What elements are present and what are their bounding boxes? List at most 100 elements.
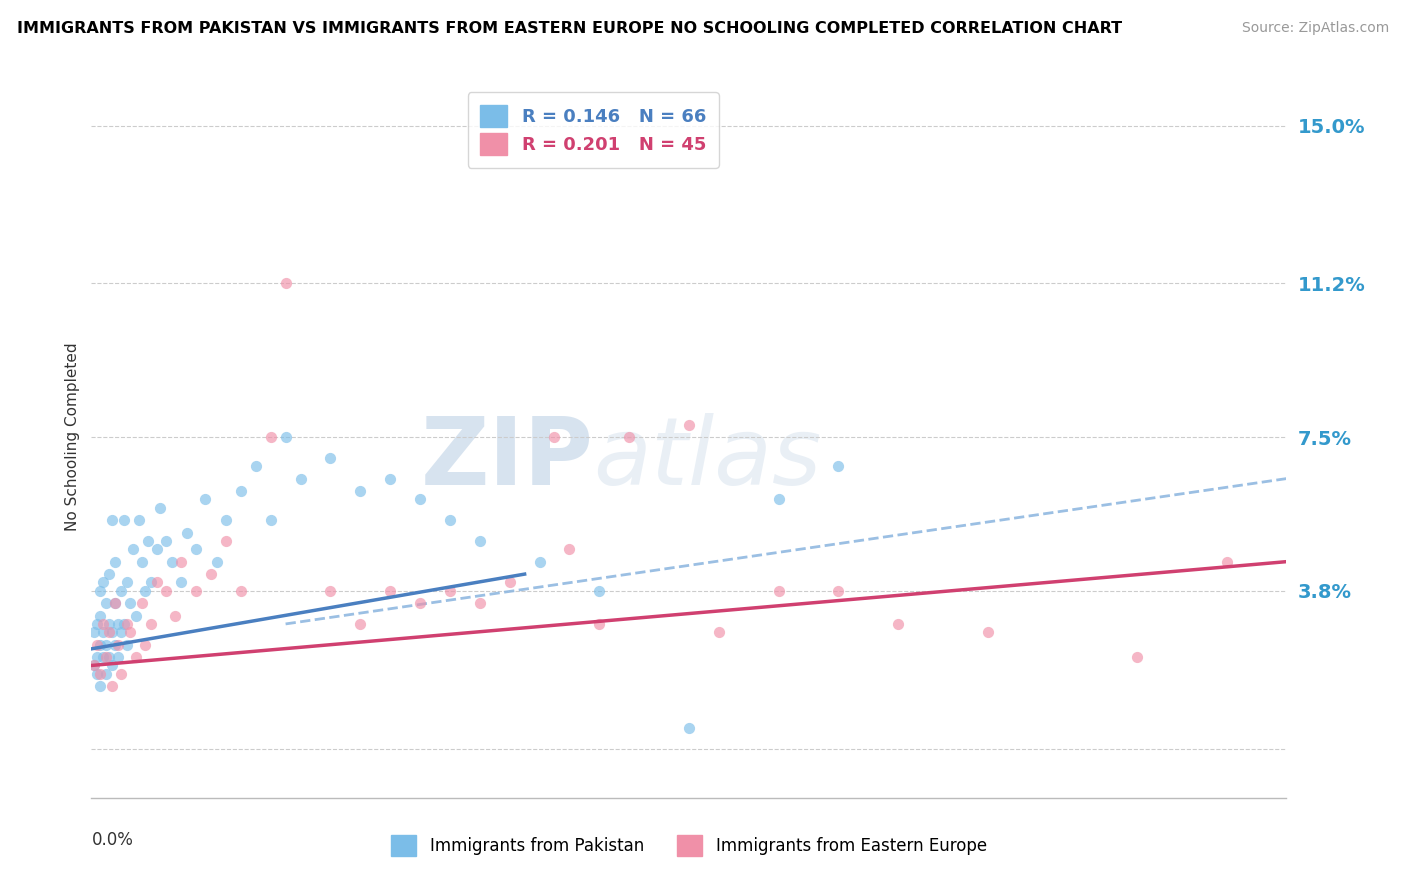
Point [184, 583, 207, 598]
Point [107, 616, 129, 631]
Point [110, 625, 132, 640]
Point [439, 583, 461, 598]
Point [98, 616, 121, 631]
Point [768, 583, 790, 598]
Legend: Immigrants from Pakistan, Immigrants from Eastern Europe: Immigrants from Pakistan, Immigrants fro… [385, 829, 993, 863]
Point [707, 625, 730, 640]
Point [98, 650, 121, 665]
Point [543, 430, 565, 444]
Point [588, 583, 610, 598]
Point [155, 533, 177, 548]
Point [120, 625, 142, 640]
Point [409, 492, 432, 507]
Point [98, 567, 121, 582]
Point [101, 513, 124, 527]
Point [468, 596, 491, 610]
Point [163, 608, 186, 623]
Point [200, 567, 222, 582]
Point [588, 616, 610, 631]
Point [229, 583, 252, 598]
Point [245, 459, 267, 474]
Point [141, 575, 163, 590]
Point [134, 583, 156, 598]
Point [768, 492, 790, 507]
Point [131, 555, 153, 569]
Point [380, 472, 402, 486]
Point [110, 583, 132, 598]
Point [83, 625, 105, 640]
Text: atlas: atlas [593, 413, 821, 504]
Point [146, 542, 169, 557]
Point [468, 533, 491, 548]
Point [128, 513, 150, 527]
Point [83, 658, 105, 673]
Point [619, 430, 641, 444]
Point [96, 596, 118, 610]
Point [89, 583, 111, 598]
Point [146, 575, 169, 590]
Point [86, 616, 108, 631]
Point [558, 542, 581, 557]
Point [86, 638, 108, 652]
Point [104, 638, 127, 652]
Point [115, 616, 138, 631]
Point [176, 525, 198, 540]
Point [319, 450, 342, 465]
Point [112, 616, 135, 631]
Point [1216, 555, 1239, 569]
Point [827, 459, 849, 474]
Point [89, 679, 111, 693]
Point [155, 583, 177, 598]
Point [86, 650, 108, 665]
Point [678, 721, 700, 735]
Point [96, 638, 118, 652]
Point [380, 583, 402, 598]
Point [89, 608, 111, 623]
Point [101, 658, 124, 673]
Point [104, 596, 127, 610]
Point [290, 472, 312, 486]
Point [112, 513, 135, 527]
Point [101, 679, 124, 693]
Text: ZIP: ZIP [420, 413, 593, 505]
Point [122, 542, 145, 557]
Point [160, 555, 183, 569]
Point [194, 492, 217, 507]
Point [141, 616, 163, 631]
Point [107, 638, 129, 652]
Point [110, 666, 132, 681]
Point [131, 596, 153, 610]
Point [678, 417, 700, 432]
Point [115, 575, 138, 590]
Text: IMMIGRANTS FROM PAKISTAN VS IMMIGRANTS FROM EASTERN EUROPE NO SCHOOLING COMPLETE: IMMIGRANTS FROM PAKISTAN VS IMMIGRANTS F… [17, 21, 1122, 37]
Text: Source: ZipAtlas.com: Source: ZipAtlas.com [1241, 21, 1389, 36]
Point [409, 596, 432, 610]
Point [439, 513, 461, 527]
Point [887, 616, 910, 631]
Point [215, 513, 238, 527]
Y-axis label: No Schooling Completed: No Schooling Completed [65, 343, 80, 532]
Point [93, 650, 115, 665]
Point [205, 555, 228, 569]
Point [96, 666, 118, 681]
Point [274, 277, 297, 291]
Point [229, 484, 252, 499]
Point [89, 666, 111, 681]
Point [89, 638, 111, 652]
Point [104, 596, 127, 610]
Point [1126, 650, 1149, 665]
Point [120, 596, 142, 610]
Point [259, 430, 281, 444]
Point [827, 583, 849, 598]
Point [170, 575, 193, 590]
Point [125, 608, 148, 623]
Point [274, 430, 297, 444]
Point [184, 542, 207, 557]
Point [349, 484, 371, 499]
Point [83, 658, 105, 673]
Point [349, 616, 371, 631]
Point [93, 616, 115, 631]
Point [134, 638, 156, 652]
Point [96, 650, 118, 665]
Point [215, 533, 238, 548]
